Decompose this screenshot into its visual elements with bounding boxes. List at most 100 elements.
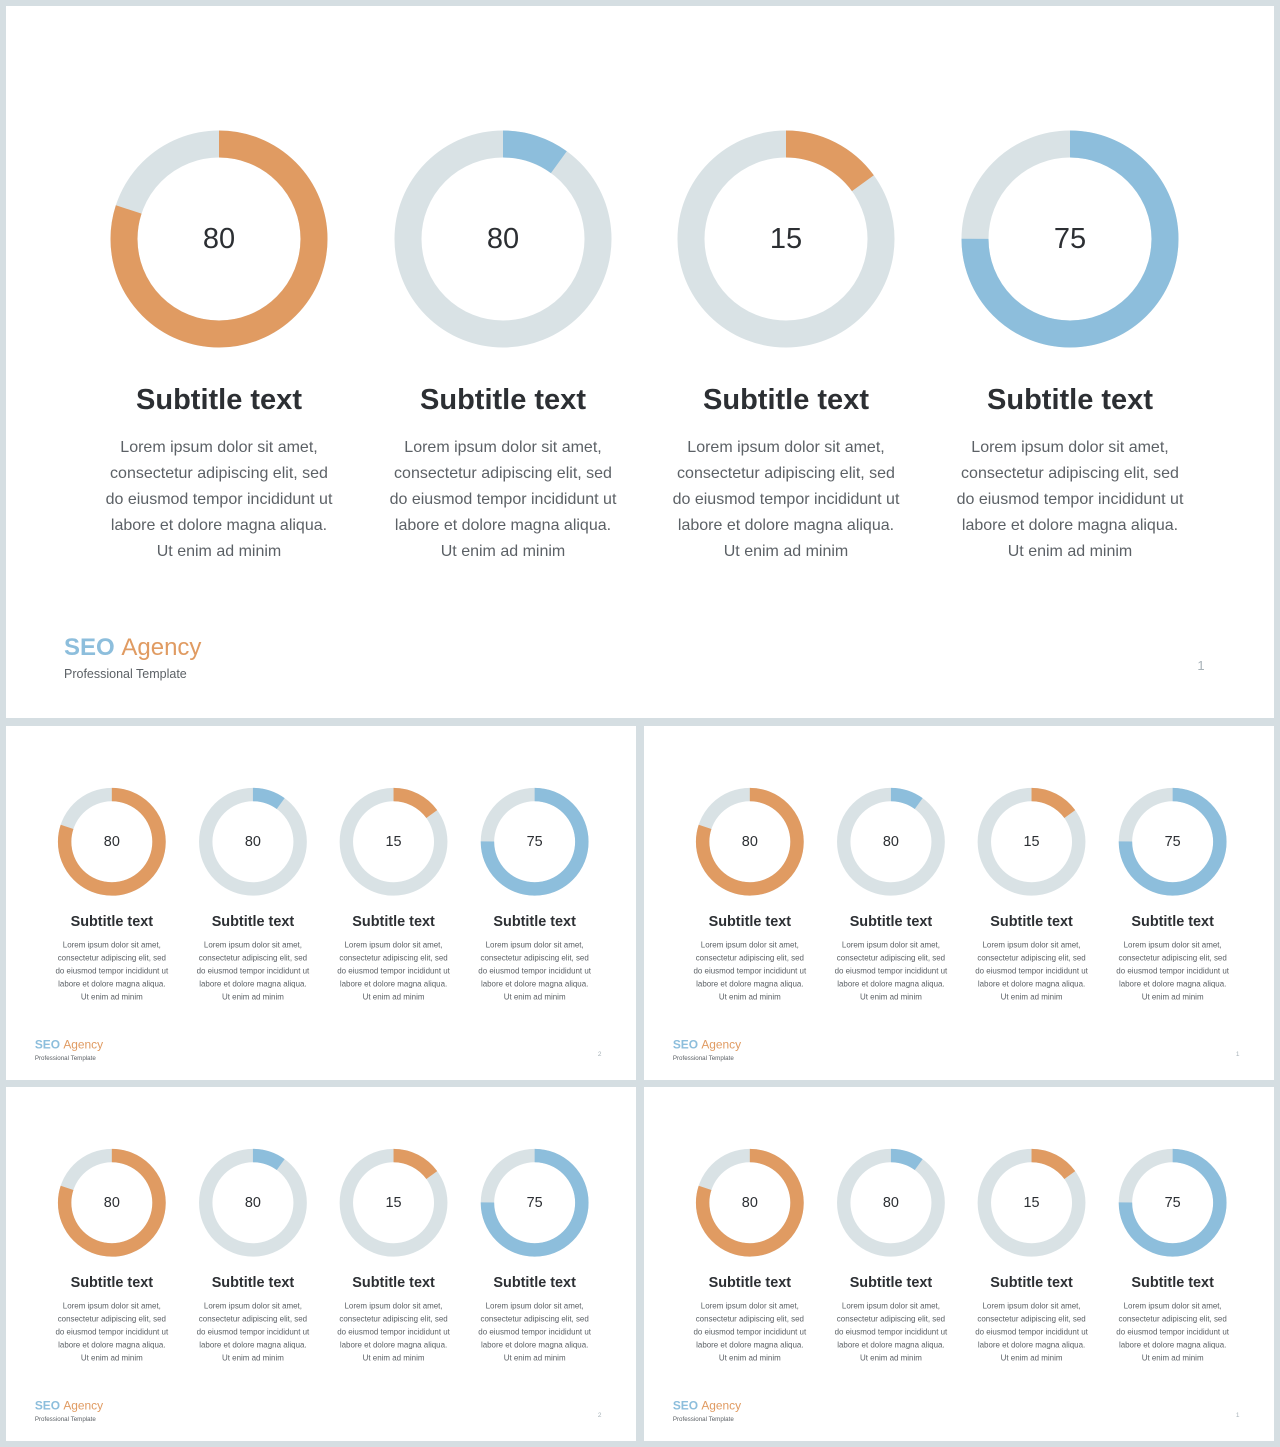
page-number: 1 bbox=[1235, 1410, 1240, 1419]
card-body-text: Lorem ipsum dolor sit amet, consectetur … bbox=[834, 941, 948, 1002]
donut-value: 80 bbox=[103, 1194, 120, 1211]
brand-seo: SEO bbox=[34, 1038, 61, 1052]
card-subtitle: Subtitle text bbox=[211, 1274, 295, 1291]
card-body-text: Lorem ipsum dolor sit amet, consectetur … bbox=[975, 1302, 1088, 1363]
metric-card: 80 Subtitle text Lorem ipsum dolor sit ame… bbox=[826, 1146, 955, 1365]
donut-svg bbox=[1118, 787, 1227, 896]
donut-value: 80 bbox=[882, 1194, 899, 1211]
card-subtitle: Subtitle text bbox=[211, 913, 295, 930]
donut-svg bbox=[961, 130, 1179, 348]
brand-logo: SEO Agency Professional Template bbox=[35, 1038, 103, 1061]
brand-tagline: Professional Template bbox=[34, 1054, 96, 1062]
donut-chart: 15 bbox=[671, 124, 901, 354]
donut-value: 80 bbox=[202, 222, 236, 255]
brand-agency: Agency bbox=[63, 1038, 104, 1052]
card-subtitle: Subtitle text bbox=[70, 1274, 154, 1291]
donut-chart: 80 bbox=[834, 1146, 948, 1260]
metric-card: 75 Subtitle text Lorem ipsum dolor sit ame… bbox=[470, 785, 599, 1004]
donut-chart: 80 bbox=[55, 785, 169, 899]
donut-chart: 75 bbox=[478, 1146, 592, 1260]
donut-progress-arc bbox=[837, 1148, 945, 1257]
metric-card: 80 Subtitle text Lorem ipsum dolor sit ame… bbox=[188, 1146, 317, 1365]
donut-chart: 80 bbox=[104, 124, 334, 354]
donut-progress-arc bbox=[110, 130, 328, 348]
metric-card: 80 Subtitle text Lorem ipsum dolor sit ame… bbox=[685, 1146, 814, 1365]
metric-card: 75 Subtitle text Lorem ipsum dolor sit ame… bbox=[470, 1146, 599, 1365]
donut-chart: 15 bbox=[336, 1146, 450, 1260]
donut-value: 75 bbox=[1053, 222, 1087, 255]
donut-value: 75 bbox=[526, 1194, 543, 1211]
donut-value: 15 bbox=[385, 1194, 402, 1211]
donut-value: 80 bbox=[244, 833, 261, 850]
card-body-text: Lorem ipsum dolor sit amet, consectetur … bbox=[834, 1302, 948, 1363]
card-body-text: Lorem ipsum dolor sit amet, consectetur … bbox=[55, 1302, 169, 1363]
donut-svg bbox=[199, 787, 307, 896]
donut-svg bbox=[837, 787, 945, 896]
donut-svg bbox=[110, 130, 328, 348]
metric-card: 15 Subtitle text Lorem ipsum dolor sit ame… bbox=[967, 1146, 1096, 1365]
card-subtitle: Subtitle text bbox=[493, 1274, 576, 1291]
page-number: 2 bbox=[597, 1410, 602, 1419]
metric-card: 80 Subtitle text Lorem ipsum dolor sit ame… bbox=[47, 1146, 176, 1365]
donut-value: 15 bbox=[1023, 833, 1040, 850]
donut-svg bbox=[695, 787, 804, 896]
donut-chart: 80 bbox=[55, 1146, 169, 1260]
card-body-text: Lorem ipsum dolor sit amet, consectetur … bbox=[337, 1302, 450, 1363]
brand-name: SEO Agency bbox=[35, 1399, 103, 1413]
card-body-text: Lorem ipsum dolor sit amet, consectetur … bbox=[1116, 941, 1229, 1002]
brand-seo: SEO bbox=[672, 1399, 699, 1413]
card-body-text: Lorem ipsum dolor sit amet, consectetur … bbox=[672, 439, 900, 560]
donut-svg bbox=[394, 130, 612, 348]
card-subtitle: Subtitle text bbox=[708, 1274, 792, 1291]
card-body-text: Lorem ipsum dolor sit amet, consectetur … bbox=[55, 941, 169, 1002]
card-subtitle: Subtitle text bbox=[1131, 1274, 1214, 1291]
slide-thumbnail[interactable]: 80 Subtitle text Lorem ipsum dolor sit ame… bbox=[644, 1087, 1274, 1441]
brand-seo: SEO bbox=[34, 1399, 61, 1413]
brand-logo: SEO Agency Professional Template bbox=[673, 1038, 741, 1061]
metric-card: 75 Subtitle text Lorem ipsum dolor sit ame… bbox=[1108, 1146, 1237, 1365]
page-number: 2 bbox=[597, 1049, 602, 1058]
donut-progress-arc bbox=[1118, 1148, 1227, 1257]
brand-tagline: Professional Template bbox=[672, 1054, 734, 1062]
card-body-text: Lorem ipsum dolor sit amet, consectetur … bbox=[693, 941, 807, 1002]
card-subtitle: Subtitle text bbox=[136, 384, 302, 416]
donut-chart: 80 bbox=[388, 124, 618, 354]
donut-progress-arc bbox=[977, 787, 1086, 896]
donut-chart: 80 bbox=[196, 1146, 310, 1260]
donut-progress-arc bbox=[57, 787, 166, 896]
donut-svg bbox=[339, 787, 448, 896]
card-body-text: Lorem ipsum dolor sit amet, consectetur … bbox=[956, 439, 1184, 560]
slide-content: 80 Subtitle text Lorem ipsum dolor sit ame… bbox=[644, 1087, 1274, 1441]
card-subtitle: Subtitle text bbox=[708, 913, 792, 930]
donut-chart: 75 bbox=[1116, 1146, 1230, 1260]
metric-card: 80 Subtitle text Lorem ipsum dolor sit ame… bbox=[89, 124, 349, 565]
slide-thumbnail[interactable]: 80 Subtitle text Lorem ipsum dolor sit ame… bbox=[644, 726, 1274, 1080]
slide-content: 80 Subtitle text Lorem ipsum dolor sit ame… bbox=[6, 6, 1274, 718]
slide-thumbnail[interactable]: 80 Subtitle text Lorem ipsum dolor sit ame… bbox=[6, 726, 636, 1080]
card-body-text: Lorem ipsum dolor sit amet, consectetur … bbox=[389, 439, 617, 560]
page-number: 1 bbox=[1235, 1049, 1240, 1058]
metric-card: 15 Subtitle text Lorem ipsum dolor sit ame… bbox=[329, 785, 458, 1004]
donut-chart: 80 bbox=[693, 785, 807, 899]
donut-chart: 80 bbox=[196, 785, 310, 899]
page-number: 1 bbox=[1197, 658, 1205, 673]
metric-card: 80 Subtitle text Lorem ipsum dolor sit ame… bbox=[685, 785, 814, 1004]
slide-thumbnail[interactable]: 80 Subtitle text Lorem ipsum dolor sit ame… bbox=[6, 1087, 636, 1441]
card-body-text: Lorem ipsum dolor sit amet, consectetur … bbox=[478, 1302, 591, 1363]
card-subtitle: Subtitle text bbox=[352, 913, 435, 930]
brand-logo: SEO Agency Professional Template bbox=[673, 1399, 741, 1422]
brand-tagline: Professional Template bbox=[34, 1415, 96, 1423]
donut-progress-arc bbox=[837, 787, 945, 896]
card-subtitle: Subtitle text bbox=[420, 384, 586, 416]
card-subtitle: Subtitle text bbox=[990, 1274, 1073, 1291]
donut-track bbox=[199, 1148, 307, 1257]
card-body-text: Lorem ipsum dolor sit amet, consectetur … bbox=[196, 1302, 310, 1363]
donut-progress-arc bbox=[480, 1148, 589, 1257]
brand-logo: SEO Agency Professional Template bbox=[64, 634, 201, 681]
card-subtitle: Subtitle text bbox=[1131, 913, 1214, 930]
slide-1-main[interactable]: 80 Subtitle text Lorem ipsum dolor sit ame… bbox=[6, 6, 1274, 718]
metric-card: 15 Subtitle text Lorem ipsum dolor sit ame… bbox=[967, 785, 1096, 1004]
metric-card: 75 Subtitle text Lorem ipsum dolor sit ame… bbox=[1108, 785, 1237, 1004]
donut-progress-arc bbox=[1118, 787, 1227, 896]
brand-agency: Agency bbox=[63, 1399, 104, 1413]
